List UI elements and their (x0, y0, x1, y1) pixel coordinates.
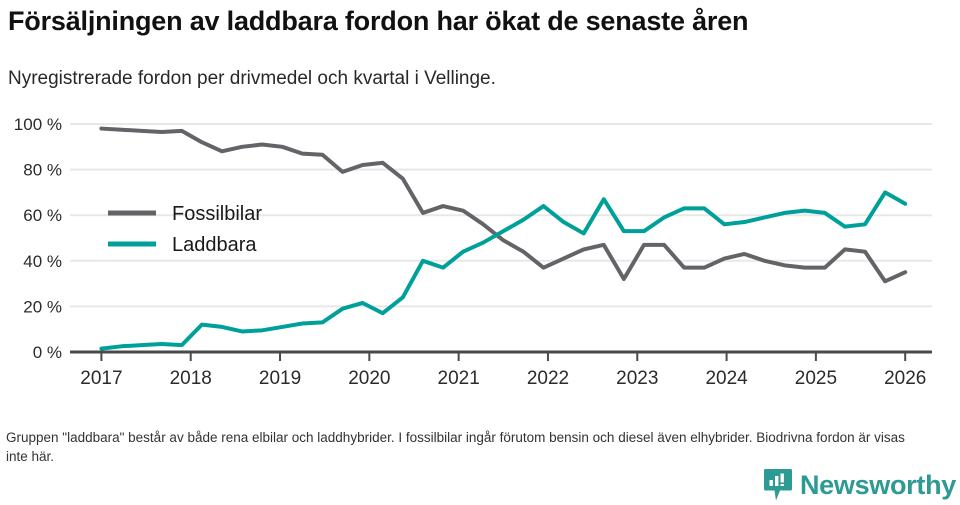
y-axis-tick-label: 20 % (23, 297, 62, 316)
chart-subtitle: Nyregistrerade fordon per drivmedel och … (8, 68, 496, 89)
chart-footnote: Gruppen "laddbara" består av både rena e… (6, 430, 905, 464)
gridlines (70, 123, 932, 308)
y-axis-tick-label: 80 % (23, 161, 62, 180)
x-axis-tick-label: 2021 (438, 368, 480, 389)
page-title: Försäljningen av laddbara fordon har öka… (8, 6, 749, 36)
series-line-fossilbilar (99, 126, 908, 284)
y-axis-labels: 0 % 20 % 40 % 60 % 80 % 100 % (14, 115, 62, 362)
y-axis-tick-label: 60 % (23, 206, 62, 225)
y-axis-tick-label: 0 % (33, 343, 62, 362)
x-axis-tick-label: 2018 (170, 368, 212, 389)
legend-label-laddbara: Laddbara (172, 234, 257, 256)
x-axis-tick-label: 2023 (616, 368, 658, 389)
x-axis-tick-label: 2017 (80, 368, 122, 389)
x-axis-tick-label: 2019 (259, 368, 301, 389)
newsworthy-logo[interactable]: Newsworthy (763, 468, 956, 502)
chart-legend: Fossilbilar Laddbara (108, 203, 262, 256)
bar-chart-pin-icon (763, 469, 792, 501)
x-axis-ticks (100, 352, 907, 361)
x-axis-tick-label: 2024 (705, 368, 748, 389)
x-axis-tick-label: 2022 (527, 368, 569, 389)
series-lines (99, 126, 908, 351)
series-line-laddbara (99, 190, 908, 351)
y-axis-tick-label: 100 % (14, 115, 62, 134)
x-axis-tick-label: 2025 (795, 368, 837, 389)
line-chart: 0 % 20 % 40 % 60 % 80 % 100 % 2017 2018 2019 202… (14, 115, 932, 389)
x-axis-tick-label: 2020 (348, 368, 390, 389)
y-axis-tick-label: 40 % (23, 252, 62, 271)
legend-label-fossilbilar: Fossilbilar (172, 203, 262, 225)
chart-container: 0 % 20 % 40 % 60 % 80 % 100 % 2017 2018 2019 202… (0, 108, 960, 398)
x-axis-tick-label: 2026 (884, 368, 926, 389)
x-axis-labels: 2017 2018 2019 2020 2021 2022 2023 2024 2025 2026 (80, 368, 926, 389)
logo-wordmark: Newsworthy (799, 469, 956, 500)
